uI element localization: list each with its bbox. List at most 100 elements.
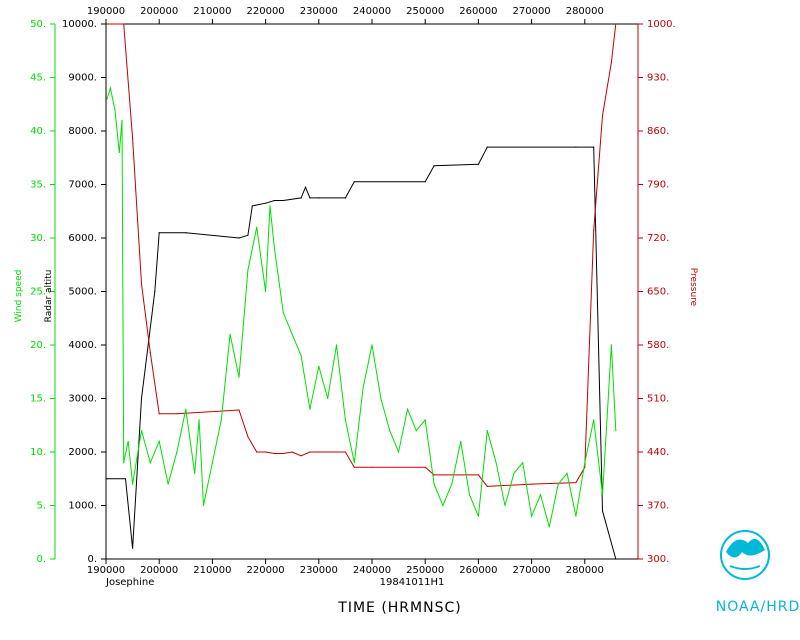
tick-label: 440. [647,447,669,458]
data-point [211,462,213,464]
series-layer [106,23,617,560]
tick-label: 220000 [247,6,285,17]
data-point [176,413,178,415]
data-point [149,352,151,354]
tick-label: 9000. [68,73,97,84]
data-point [575,515,577,517]
storm-name-label: Josephine [105,577,154,588]
plot-border [105,23,639,560]
data-point [335,344,338,346]
tick-label: 270000 [513,6,551,17]
data-point [539,494,542,496]
data-point [132,483,134,485]
tick-label: 210000 [193,565,231,576]
tick-label: 280000 [566,6,604,17]
tick-label: 510. [647,394,669,405]
data-point [389,430,391,432]
pressure-axis: 300. 370. 440. 510. 580. 650. 720. 790. 860. 930.… [637,19,676,565]
data-point [424,181,426,183]
tick-label: 50. [30,19,46,30]
tick-label: 5. [36,501,46,512]
tick-label: 1000. [647,19,676,30]
data-point [371,466,373,468]
data-point [362,387,364,389]
tick-label: 5000. [68,287,97,298]
data-point [615,430,617,432]
data-point [123,23,125,25]
plot-frame [105,23,639,560]
data-point [344,197,346,199]
data-point [265,290,267,293]
data-point [610,344,613,346]
series-radar-altitu [106,146,617,560]
tick-label: 860. [647,126,669,137]
data-point [300,455,302,457]
data-point [194,472,196,474]
data-point [124,478,127,480]
tick-label: 0. [36,554,46,565]
tick-label: 240000 [353,6,391,17]
tick-label: 10000. [62,19,97,30]
data-point [601,494,604,496]
tick-label: 200000 [140,565,178,576]
data-point [121,119,123,121]
data-point [504,504,506,507]
tick-label: 260000 [459,565,497,576]
data-point [477,163,479,165]
data-point [424,466,426,468]
data-point [548,526,550,528]
tick-label: 20. [30,340,46,351]
data-point [106,23,108,25]
data-point [282,312,284,314]
data-point [118,151,120,153]
data-point [300,197,302,199]
data-point [531,483,533,485]
data-point [291,451,293,453]
tick-label: 930. [647,73,669,84]
data-point [442,504,444,507]
data-point [154,290,156,293]
data-point [353,462,355,464]
data-point [522,462,524,464]
data-point [247,234,249,236]
data-point [251,205,253,207]
tick-label: 370. [647,501,669,512]
data-point [238,409,240,411]
data-point [304,186,307,188]
data-point [406,408,409,410]
data-point [238,376,240,378]
x-axis-bottom: 190000 200000 210000 220000 230000 240000 2500… [87,559,604,576]
data-point [486,430,488,432]
tick-label: 210000 [193,6,231,17]
data-point [158,232,160,234]
data-point [615,23,617,25]
data-point [557,483,559,485]
data-point [149,462,151,464]
data-point [273,199,276,202]
data-point [433,483,435,485]
tick-label: 790. [647,180,669,191]
tick-label: 190000 [87,6,125,17]
data-point [140,430,143,432]
tick-label: 4000. [68,340,97,351]
data-point [106,98,108,100]
data-point [610,61,613,63]
altitude-axis-title: Radar altitu [44,270,54,323]
tick-label: 650. [647,287,669,298]
wind-axis-title: Wind speed [14,270,24,323]
tick-label: 200000 [140,6,178,17]
tick-label: 0. [87,554,97,565]
data-point [575,146,577,148]
data-point [398,451,400,453]
tick-label: 280000 [566,565,604,576]
tick-label: 1000. [68,501,97,512]
data-point [220,419,222,421]
data-point [601,510,604,512]
data-point [291,333,293,335]
x-axis-top: 190000 200000 210000 220000 230000 240000 2500… [87,6,604,24]
tick-label: 270000 [513,565,551,576]
data-point [353,466,355,468]
data-point [575,482,577,484]
data-point [318,365,320,367]
tick-label: 10. [30,447,46,458]
